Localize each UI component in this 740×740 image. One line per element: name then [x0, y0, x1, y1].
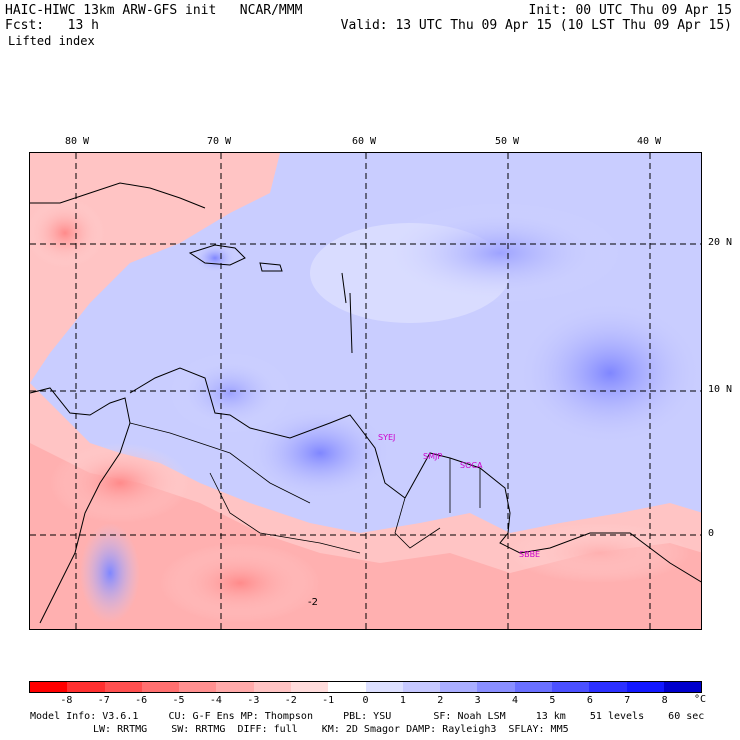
- colorbar-swatch: [402, 682, 441, 692]
- lon-label-60w: 60 W: [352, 136, 377, 147]
- model-info-line1: Model Info: V3.6.1 CU: G-F Ens MP: Thomp…: [30, 711, 705, 722]
- colorbar-tick-label: -7: [97, 695, 110, 706]
- colorbar-tick-label: 1: [399, 695, 406, 706]
- colorbar-tick-label: -3: [247, 695, 260, 706]
- coast-brazil: [404, 452, 701, 583]
- field-warm-3: [160, 543, 320, 623]
- lifted-index-map[interactable]: SYEJ SMJP SOCA SBBE -2: [29, 152, 702, 630]
- lon-label-70w: 70 W: [207, 136, 232, 147]
- graticule: [30, 153, 701, 629]
- colorbar-swatch: [104, 682, 142, 692]
- field-warm-2: [50, 443, 190, 523]
- colorbar-swatch: [663, 682, 702, 692]
- init-time: Init: 00 UTC Thu 09 Apr 15: [528, 3, 733, 18]
- map-canvas: [30, 153, 701, 629]
- contour-label: -2: [308, 597, 318, 608]
- lat-label-10n: 10 N: [708, 384, 733, 395]
- coast-puerto-rico: [259, 262, 283, 272]
- lat-label-0: 0: [708, 528, 715, 539]
- colorbar-tick-label: -5: [172, 695, 185, 706]
- colorbar-tick-label: -8: [60, 695, 73, 706]
- colorbar-swatch: [514, 682, 552, 692]
- field-cold-3: [520, 303, 700, 443]
- colorbar-swatch: [30, 682, 68, 692]
- field-cold-1: [195, 244, 235, 272]
- colorbar-swatch: [179, 682, 217, 692]
- station-smjp[interactable]: SMJP: [423, 452, 443, 461]
- colorbar-swatch: [216, 682, 254, 692]
- forecast-hour: Fcst: 13 h: [5, 18, 99, 33]
- model-info-line2: LW: RRTMG SW: RRTMG DIFF: full KM: 2D Sm…: [93, 724, 569, 735]
- colorbar-swatch: [328, 682, 366, 692]
- colorbar-tick-label: 4: [512, 695, 519, 706]
- lon-label-80w: 80 W: [65, 136, 90, 147]
- coastlines: [30, 182, 701, 624]
- coast-hispaniola: [188, 244, 246, 266]
- field-cold-2: [250, 408, 390, 498]
- colorbar-swatch: [141, 682, 180, 692]
- station-syej[interactable]: SYEJ: [378, 433, 396, 442]
- country-borders: [129, 422, 481, 554]
- colorbar-swatch: [67, 682, 105, 692]
- colorbar-tick-label: 8: [661, 695, 668, 706]
- colorbar-swatch: [365, 682, 403, 692]
- colorbar: [29, 681, 702, 693]
- field-warm-1: [30, 198, 105, 268]
- colorbar-tick-label: -1: [322, 695, 335, 706]
- colorbar-swatch: [477, 682, 515, 692]
- colorbar-swatch: [440, 682, 478, 692]
- colorbar-swatch: [626, 682, 664, 692]
- colorbar-tick-label: 5: [549, 695, 556, 706]
- coast-venezuela: [129, 367, 406, 499]
- lat-label-20n: 20 N: [708, 237, 733, 248]
- colorbar-swatch: [589, 682, 627, 692]
- colorbar-swatch: [551, 682, 590, 692]
- colorbar-tick-label: -4: [209, 695, 222, 706]
- station-sbbe[interactable]: SBBE: [519, 550, 541, 559]
- colorbar-swatch: [290, 682, 329, 692]
- colorbar-tick-label: -2: [284, 695, 297, 706]
- coast-cuba: [30, 182, 206, 209]
- station-soca[interactable]: SOCA: [460, 461, 483, 470]
- field-warm-4: [510, 523, 690, 583]
- colorbar-unit: °C: [693, 694, 707, 705]
- field-cold-6: [80, 523, 140, 623]
- colorbar-tick-label: 0: [362, 695, 369, 706]
- valid-time: Valid: 13 UTC Thu 09 Apr 15 (10 LST Thu …: [340, 18, 732, 33]
- lon-label-50w: 50 W: [495, 136, 520, 147]
- field-name: Lifted index: [8, 34, 95, 48]
- colorbar-tick-label: 7: [624, 695, 631, 706]
- colorbar-tick-label: 2: [437, 695, 444, 706]
- colorbar-tick-label: 3: [474, 695, 481, 706]
- field-cold-4: [380, 203, 620, 303]
- colorbar-tick-label: -6: [135, 695, 148, 706]
- lon-label-40w: 40 W: [637, 136, 662, 147]
- field-cold-5: [170, 353, 290, 433]
- colorbar-swatch: [253, 682, 291, 692]
- colorbar-tick-label: 6: [586, 695, 593, 706]
- coast-antilles: [341, 272, 353, 354]
- plot-title: HAIC-HIWC 13km ARW-GFS init NCAR/MMM: [5, 3, 303, 18]
